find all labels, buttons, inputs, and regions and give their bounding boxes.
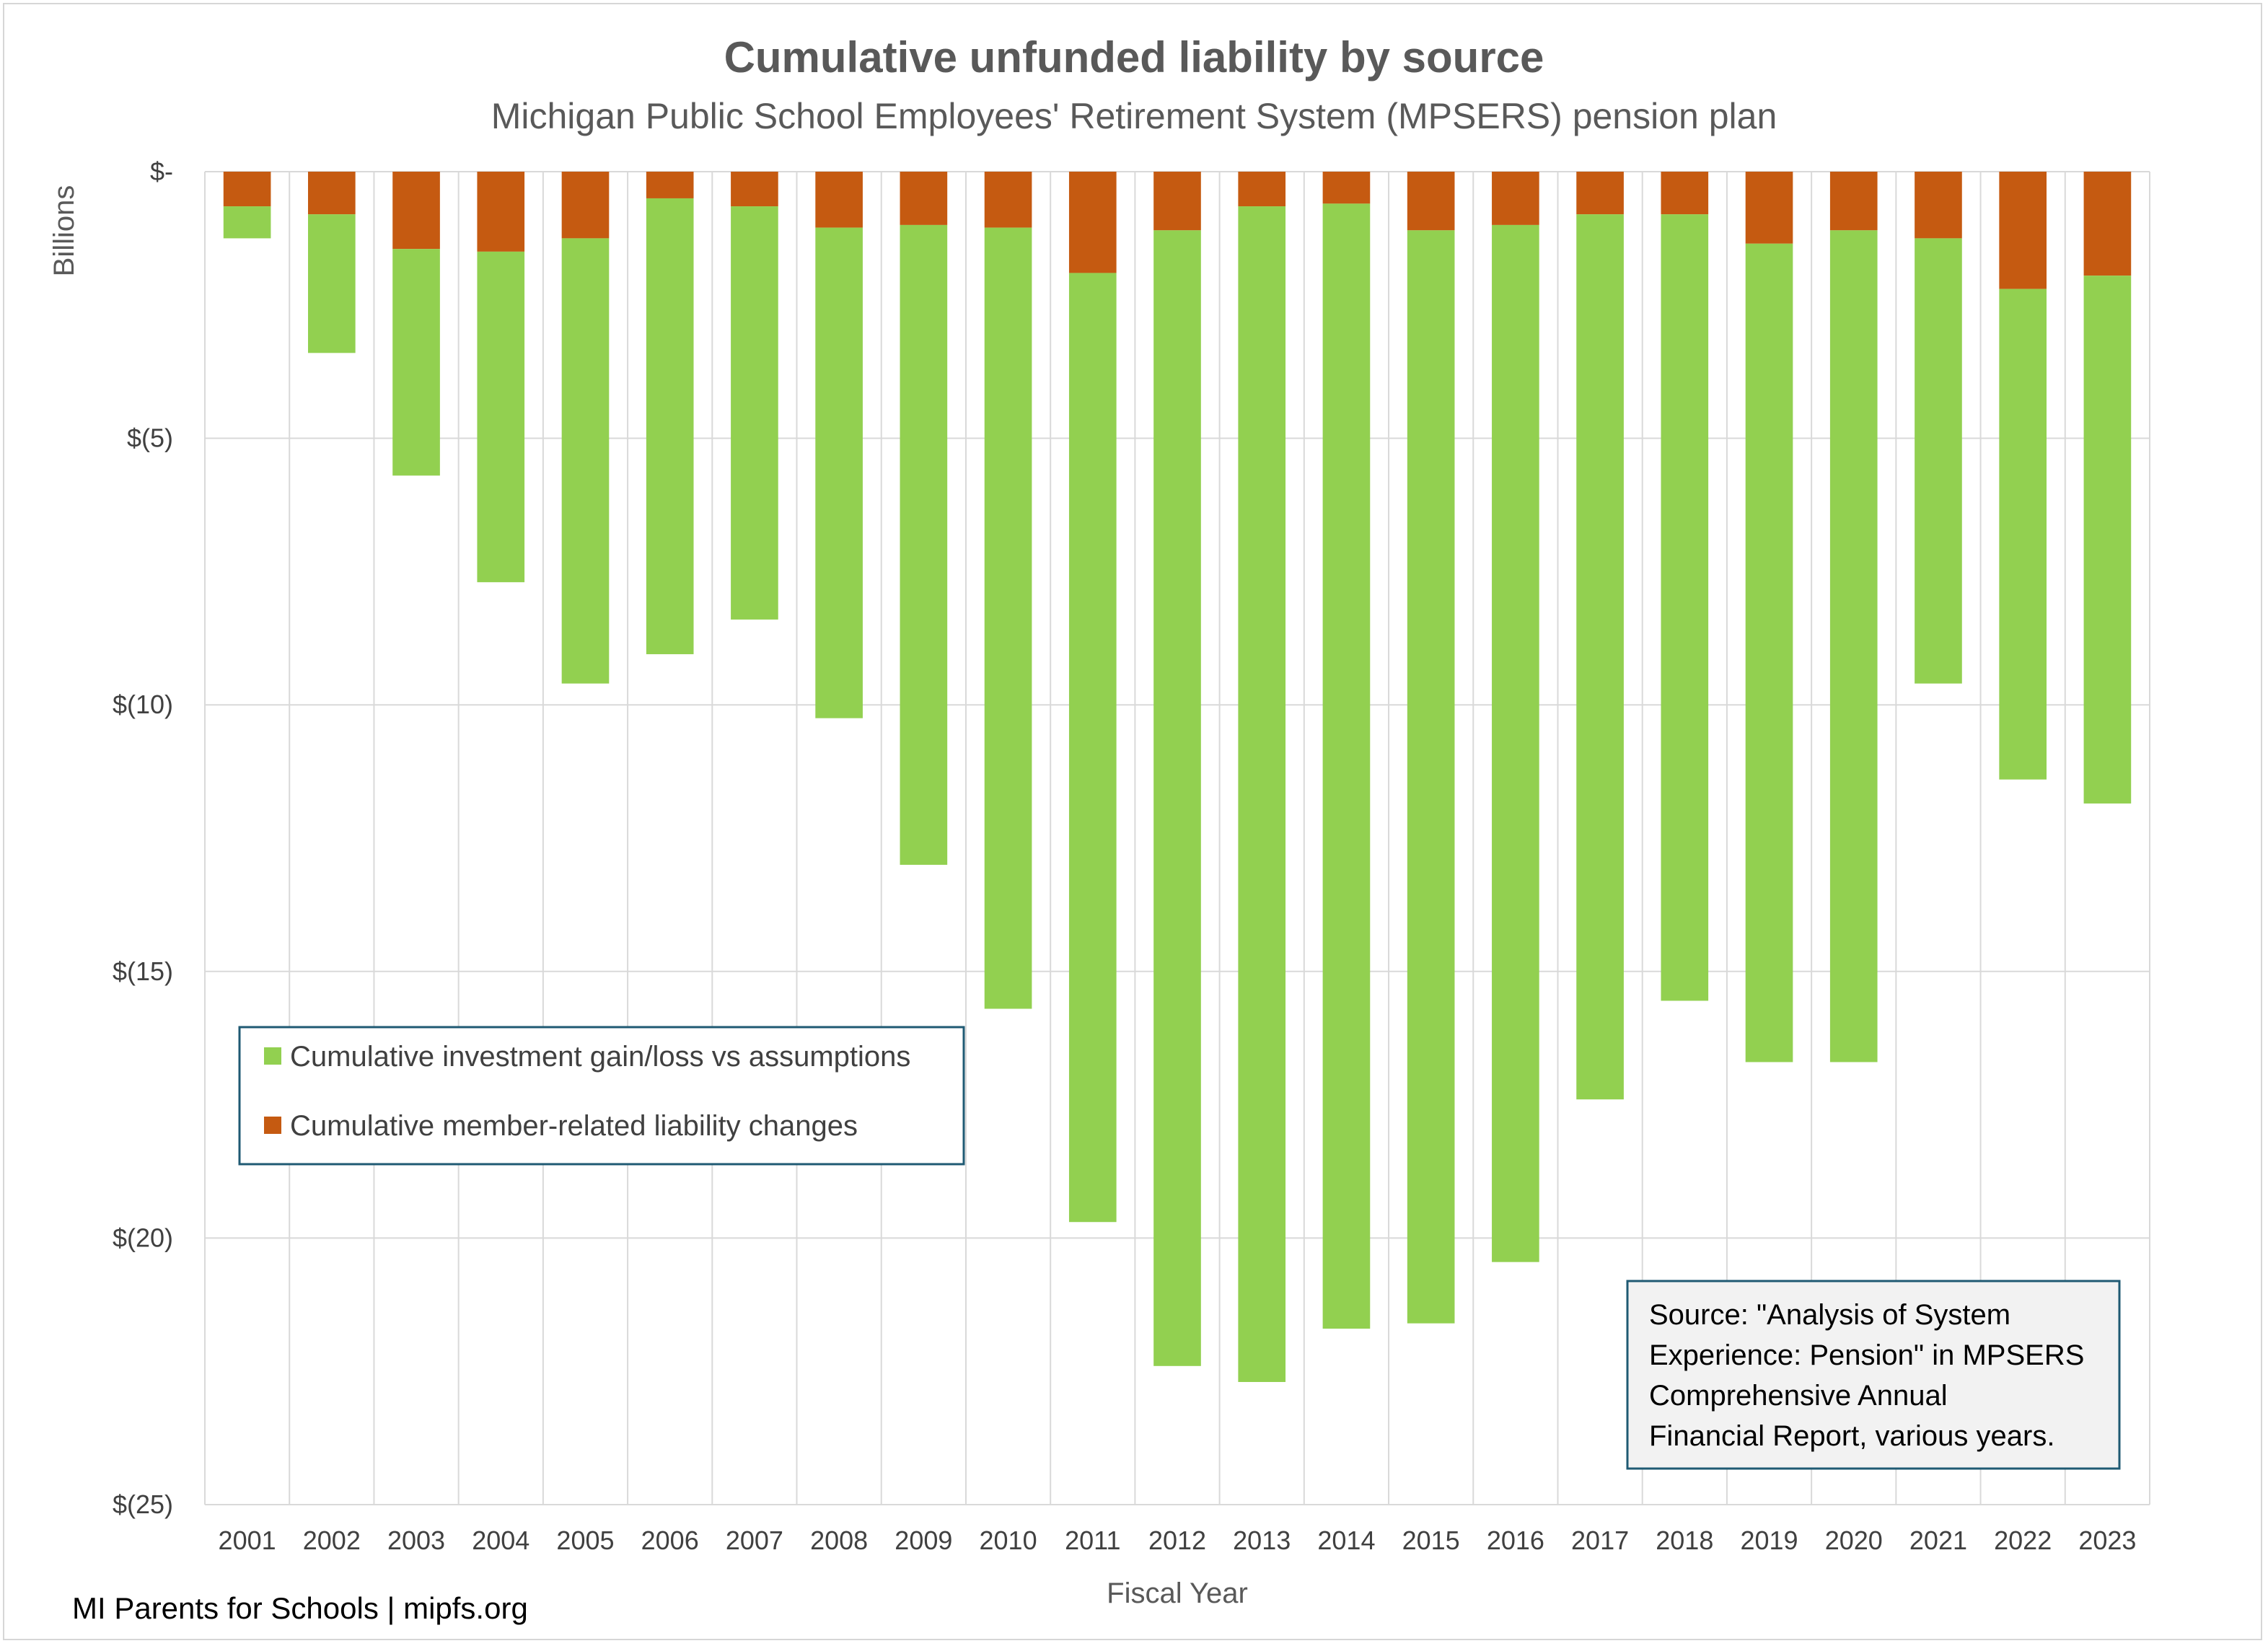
bar-investment-2007: [731, 206, 778, 620]
x-tick-label: 2004: [472, 1526, 529, 1555]
bar-investment-2003: [392, 249, 440, 476]
bar-member-2017: [1576, 172, 1624, 215]
source-note-line-4: Financial Report, various years.: [1649, 1420, 2054, 1452]
y-tick-label: $(25): [113, 1489, 173, 1519]
x-tick-label: 2003: [387, 1526, 445, 1555]
bar-investment-2021: [1915, 238, 1962, 684]
x-tick-label: 2008: [810, 1526, 868, 1555]
bar-member-2002: [308, 172, 356, 215]
bar-member-2014: [1322, 172, 1371, 204]
bar-member-2016: [1492, 172, 1539, 225]
gridlines: [204, 171, 2150, 1505]
bar-member-2023: [2083, 172, 2132, 276]
bars: [223, 172, 2132, 1382]
source-note: Source: "Analysis of System Experience: …: [1626, 1280, 2121, 1470]
bar-member-2020: [1829, 172, 1878, 231]
chart-frame: [3, 3, 2262, 1640]
x-tick-label: 2001: [219, 1526, 276, 1555]
bar-member-2005: [561, 172, 610, 239]
x-tick-label: 2002: [303, 1526, 361, 1555]
legend-label-investment: Cumulative investment gain/loss vs assum…: [290, 1041, 910, 1073]
bar-member-2009: [900, 172, 948, 225]
footer-credit: MI Parents for Schools | mipfs.org: [72, 1591, 528, 1625]
bar-investment-2011: [1068, 273, 1117, 1223]
x-tick-label: 2011: [1065, 1526, 1120, 1555]
bar-investment-2016: [1492, 224, 1539, 1262]
y-tick-label: $(5): [127, 423, 173, 453]
bar-investment-2012: [1153, 230, 1201, 1366]
y-tick-label: $-: [150, 157, 173, 186]
x-tick-label: 2023: [2078, 1526, 2136, 1555]
x-tick-label: 2012: [1148, 1526, 1206, 1555]
y-tick-labels: $- $(5) $(10) $(15) $(20) $(25): [113, 157, 173, 1519]
bar-investment-2020: [1829, 230, 1878, 1062]
x-tick-label: 2014: [1317, 1526, 1375, 1555]
x-tick-label: 2019: [1740, 1526, 1798, 1555]
legend-label-member: Cumulative member-related liability chan…: [290, 1110, 858, 1142]
bar-member-2010: [984, 172, 1032, 228]
source-note-line-2: Experience: Pension" in MPSERS: [1649, 1339, 2084, 1371]
bar-member-2012: [1153, 172, 1201, 231]
legend-swatch-investment: [264, 1047, 281, 1065]
bar-investment-2004: [477, 251, 525, 583]
x-tick-label: 2018: [1656, 1526, 1713, 1555]
x-tick-label: 2013: [1233, 1526, 1291, 1555]
bar-investment-2008: [815, 227, 863, 718]
x-tick-label: 2010: [980, 1526, 1037, 1555]
bar-member-2022: [1999, 172, 2047, 289]
x-tick-label: 2021: [1909, 1526, 1967, 1555]
bar-investment-2006: [646, 198, 694, 654]
bar-member-2013: [1238, 172, 1286, 207]
source-note-line-3: Comprehensive Annual: [1649, 1380, 1948, 1412]
bar-investment-2017: [1576, 214, 1624, 1100]
chart-subtitle: Michigan Public School Employees' Retire…: [491, 96, 1777, 136]
bar-investment-2022: [1999, 289, 2047, 780]
bar-member-2004: [477, 172, 525, 252]
source-note-box: [1626, 1280, 2121, 1470]
x-tick-labels: 2001 2002 2003 2004 2005 2006 2007 2008 2009 2010…: [219, 1526, 2137, 1555]
x-tick-label: 2015: [1402, 1526, 1460, 1555]
x-tick-label: 2022: [1994, 1526, 2052, 1555]
bar-member-2019: [1745, 172, 1793, 244]
legend: Cumulative investment gain/loss vs assum…: [238, 1026, 965, 1166]
legend-swatch-member: [264, 1117, 281, 1134]
bar-investment-2019: [1745, 243, 1793, 1062]
x-axis-label: Fiscal Year: [1107, 1577, 1248, 1609]
bar-member-2018: [1661, 172, 1709, 215]
bar-investment-2005: [561, 238, 610, 684]
bar-investment-2023: [2083, 276, 2132, 804]
x-tick-label: 2005: [556, 1526, 614, 1555]
bar-investment-2002: [308, 214, 356, 353]
y-axis-label: Billions: [48, 185, 80, 277]
x-tick-label: 2017: [1571, 1526, 1629, 1555]
bar-member-2015: [1407, 172, 1455, 231]
x-tick-label: 2006: [641, 1526, 699, 1555]
bar-investment-2010: [984, 227, 1032, 1009]
y-tick-label: $(10): [113, 690, 173, 719]
y-tick-label: $(20): [113, 1223, 173, 1252]
bar-member-2007: [731, 172, 778, 207]
source-note-line-1: Source: "Analysis of System: [1649, 1299, 2010, 1331]
bar-member-2021: [1915, 172, 1962, 239]
bar-investment-2013: [1238, 206, 1286, 1382]
x-tick-label: 2016: [1487, 1526, 1544, 1555]
chart-title: Cumulative unfunded liability by source: [724, 33, 1544, 82]
x-tick-label: 2009: [895, 1526, 952, 1555]
bar-member-2001: [223, 172, 271, 207]
bar-investment-2014: [1322, 203, 1371, 1329]
bar-investment-2001: [223, 206, 271, 239]
bar-investment-2009: [900, 224, 948, 865]
bar-member-2006: [646, 172, 694, 198]
x-tick-label: 2007: [726, 1526, 783, 1555]
bar-investment-2018: [1661, 214, 1709, 1001]
y-tick-label: $(15): [113, 956, 173, 986]
bar-member-2003: [392, 172, 440, 250]
bar-member-2011: [1068, 172, 1117, 273]
bar-investment-2015: [1407, 230, 1455, 1324]
bar-member-2008: [815, 172, 863, 228]
x-tick-label: 2020: [1825, 1526, 1883, 1555]
legend-box: [238, 1026, 965, 1166]
